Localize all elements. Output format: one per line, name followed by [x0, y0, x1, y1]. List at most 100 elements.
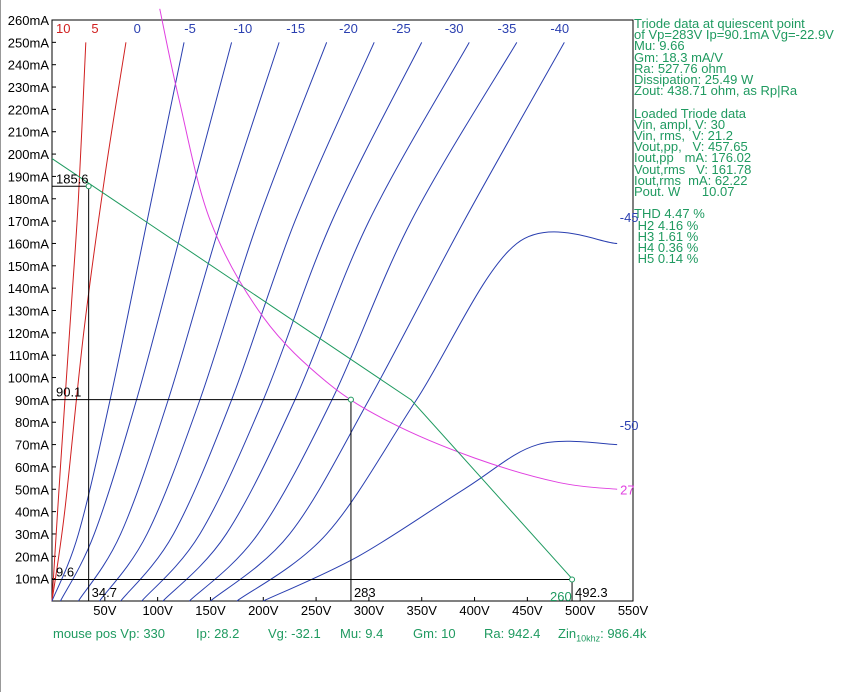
plate-curve-vg-15 — [99, 42, 328, 602]
y-tick-label: 100mA — [8, 371, 50, 386]
plate-curve-vg-10 — [77, 42, 280, 602]
status-mu: Mu: 9.4 — [340, 626, 384, 641]
bottom-label: 260 — [550, 589, 572, 604]
operating-point-markers — [52, 183, 576, 601]
quiescent-dot — [347, 396, 354, 403]
info-line: Zout: 438.71 ohm, as Rp|Ra — [634, 83, 798, 99]
info-line: Iout,pp mA: 176.02 — [634, 150, 752, 166]
plate-curve-vg-45 — [236, 231, 618, 602]
y-tick-label: 180mA — [8, 192, 50, 207]
max-point-dot — [85, 183, 92, 190]
y-tick-label: 250mA — [8, 35, 50, 50]
curve-label-side: -50 — [620, 418, 639, 433]
max-point-ip-label: 185.6 — [56, 171, 89, 186]
status-gm: Gm: 10 — [413, 626, 456, 641]
zin-subscript: 10khz — [576, 633, 601, 644]
info-line: Vin, ampl, V: 30 — [634, 116, 726, 132]
info-line: of Vp=283V Ip=90.1mA Vg=-22.9V — [634, 27, 834, 43]
y-tick-label: 90mA — [15, 393, 49, 408]
y-tick-label: 30mA — [15, 527, 49, 542]
y-tick-label: 20mA — [15, 549, 49, 564]
info-line: Mu: 9.66 — [634, 38, 685, 54]
status-vg: Vg: -32.1 — [268, 626, 321, 641]
plate-curve-vg-5 — [60, 42, 233, 602]
y-tick-label: 50mA — [15, 482, 49, 497]
y-tick-label: 70mA — [15, 438, 49, 453]
plate-curve-vg5 — [51, 42, 127, 602]
curve-label-top: -10 — [233, 21, 252, 36]
status-vp: mouse pos Vp: 330 — [53, 626, 166, 641]
info-line: Iout,rms mA: 62.22 — [634, 172, 748, 188]
axis-labels: 10mA 20mA 30mA 40mA 50mA 60mA 70mA 80mA 90mA 100m… — [8, 13, 649, 618]
info-line: Vout,rms V: 161.78 — [634, 161, 752, 177]
x-tick-label: 400V — [459, 603, 490, 618]
status-zin: Zin10khz: 986.4k — [558, 626, 646, 644]
info-line: H3 1.61 % — [634, 228, 699, 244]
y-tick-label: 210mA — [8, 125, 50, 140]
dissipation-label: 27 — [620, 482, 634, 497]
y-tick-label: 40mA — [15, 505, 49, 520]
max-point-vp-label: 34.7 — [92, 585, 117, 600]
curve-label-top: -30 — [445, 21, 464, 36]
y-tick-label: 240mA — [8, 58, 50, 73]
dissipation-curve — [159, 8, 618, 490]
info-line: Dissipation: 25.49 W — [634, 72, 754, 87]
info-line: Loaded Triode data — [634, 105, 747, 121]
y-tick-label: 260mA — [8, 13, 50, 28]
y-tick-label: 230mA — [8, 80, 50, 95]
x-tick-label: 100V — [142, 603, 173, 618]
x-tick-label: 50V — [93, 603, 116, 618]
info-line: THD 4.47 % — [634, 206, 705, 222]
y-tick-label: 170mA — [8, 214, 50, 229]
x-tick-label: 550V — [618, 603, 649, 618]
x-tick-label: 150V — [195, 603, 226, 618]
quiescent-ip-label: 90.1 — [56, 385, 81, 400]
y-tick-label: 140mA — [8, 281, 50, 296]
plate-curves — [51, 8, 618, 602]
y-tick-label: 200mA — [8, 147, 50, 162]
x-tick-label: 450V — [512, 603, 543, 618]
plate-curve-vg-25 — [141, 42, 423, 602]
y-tick-label: 80mA — [15, 415, 49, 430]
curve-label-top: 5 — [91, 21, 98, 36]
x-tick-label: 250V — [301, 603, 332, 618]
curve-label-top: -25 — [392, 21, 411, 36]
y-tick-label: 220mA — [8, 102, 50, 117]
min-point-dot — [569, 576, 576, 583]
zin-value: : 986.4k — [600, 626, 647, 641]
x-tick-label: 350V — [407, 603, 438, 618]
curve-label-top: -20 — [339, 21, 358, 36]
curve-label-top: 0 — [134, 21, 141, 36]
info-line: Vin, rms, V: 21.2 — [634, 128, 733, 143]
curve-label-top: -35 — [498, 21, 517, 36]
plate-curve-vg-50 — [263, 440, 618, 602]
y-tick-label: 190mA — [8, 169, 50, 184]
curve-label-top: -15 — [286, 21, 305, 36]
curve-label-top: -5 — [184, 21, 196, 36]
y-tick-label: 160mA — [8, 236, 50, 251]
info-line: Pout. W 10.07 — [634, 184, 735, 199]
plate-curve-vg-35 — [188, 42, 518, 602]
info-line: Ra: 527.76 ohm — [634, 60, 727, 76]
zin-prefix: Zin — [558, 626, 577, 641]
x-tick-label: 200V — [248, 603, 279, 618]
quiescent-vp-label: 283 — [354, 585, 376, 600]
plot-area[interactable] — [51, 19, 634, 602]
info-line: Gm: 18.3 mA/V — [634, 49, 723, 65]
min-point-ip-label: 9.6 — [56, 565, 74, 580]
plate-curve-vg10 — [51, 42, 87, 602]
plate-curve-vg-40 — [210, 42, 565, 602]
curve-label-top: -40 — [550, 21, 569, 36]
min-point-vp-label: 492.3 — [575, 585, 608, 600]
status-ip: Ip: 28.2 — [196, 626, 240, 641]
y-tick-label: 110mA — [9, 348, 50, 363]
info-line: H4 0.36 % — [634, 240, 699, 255]
y-tick-label: 130mA — [8, 304, 50, 319]
y-tick-label: 150mA — [8, 259, 50, 274]
status-ra: Ra: 942.4 — [484, 626, 541, 641]
info-line: Triode data at quiescent point — [634, 16, 805, 31]
curve-label-side: -45 — [620, 210, 639, 225]
x-tick-label: 300V — [354, 603, 385, 618]
y-tick-label: 10mA — [15, 572, 49, 587]
